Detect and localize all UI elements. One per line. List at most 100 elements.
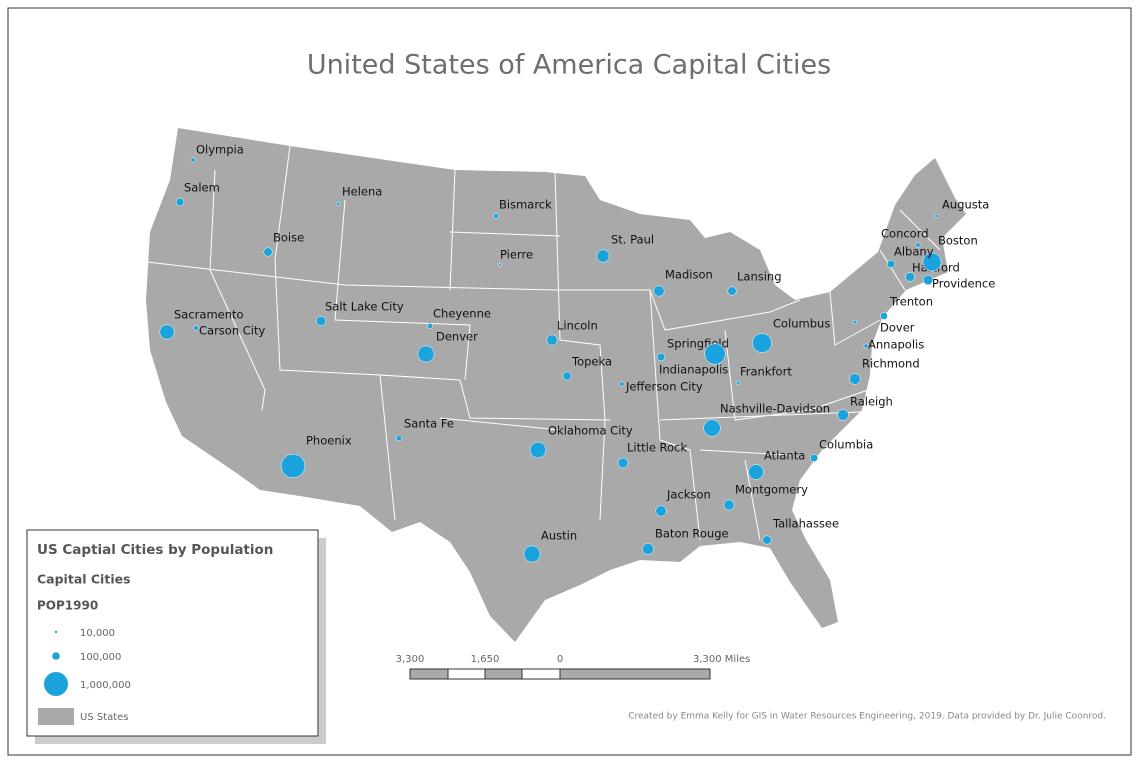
city-label: Baton Rouge (655, 527, 729, 541)
city-dot (617, 457, 629, 469)
city-dot (703, 419, 721, 437)
city-label: Carson City (199, 324, 266, 338)
city-dot (653, 285, 665, 297)
city-dot (280, 453, 306, 479)
us-states (146, 128, 966, 642)
legend: US Captial Cities by Population Capital … (26, 529, 326, 744)
city-label: Oklahoma City (548, 424, 633, 438)
credit: Created by Emma Kelly for GIS in Water R… (628, 712, 1106, 722)
city-dot (880, 312, 888, 320)
city-dot (837, 409, 849, 421)
city-dot (905, 272, 915, 282)
city-label: Albany (894, 245, 934, 259)
legend-title: US Captial Cities by Population (37, 542, 273, 558)
city-dot (723, 499, 735, 511)
city-dot (193, 325, 199, 331)
city-label: Tallahassee (772, 517, 839, 531)
city-dot (915, 242, 921, 248)
city-dot (159, 324, 175, 340)
legend-dot (54, 630, 58, 634)
city-dot (642, 543, 654, 555)
city-dot (427, 323, 433, 329)
city-label: Indianapolis (659, 363, 728, 377)
scale-label: 3,300 Miles (693, 654, 750, 665)
city-label: Pierre (500, 248, 533, 262)
city-label: Olympia (196, 143, 244, 157)
city-dot (704, 343, 726, 365)
city-label: Jackson (666, 488, 711, 502)
city-dot (852, 319, 858, 325)
city-label: Helena (342, 185, 382, 199)
city-dot (619, 381, 625, 387)
city-label: Columbus (773, 317, 830, 331)
city-dot (498, 263, 502, 267)
city-dot (922, 274, 934, 286)
city-label: Little Rock (627, 441, 687, 455)
city-dot (529, 441, 547, 459)
city-dot (762, 535, 772, 545)
city-label: Boston (938, 234, 978, 248)
city-label: Dover (880, 321, 915, 335)
city-dot (863, 343, 869, 349)
city-label: Lansing (737, 270, 782, 284)
legend-label: 10,000 (80, 628, 115, 639)
city-dot (493, 213, 499, 219)
legend-box (26, 529, 319, 737)
city-label: Sacramento (174, 308, 244, 322)
city-label: Nashville-Davidson (720, 402, 830, 416)
city-label: Bismarck (499, 198, 552, 212)
city-dot (523, 545, 541, 563)
city-dot (175, 197, 185, 207)
legend-dot (44, 672, 68, 696)
city-label: Annapolis (868, 338, 924, 352)
city-dot (727, 286, 737, 296)
scale-segment (521, 668, 561, 680)
city-label: Montgomery (735, 483, 808, 497)
city-dot (809, 453, 819, 463)
city-dot (922, 252, 942, 272)
city-dot (656, 352, 666, 362)
city-dot (190, 157, 196, 163)
city-dot (395, 434, 403, 442)
city-dot (417, 345, 435, 363)
city-label: Salem (184, 181, 220, 195)
city-dot (752, 333, 772, 353)
city-label: Madison (665, 268, 713, 282)
city-label: Raleigh (850, 395, 893, 409)
map-title: United States of America Capital Cities (307, 50, 831, 81)
city-label: Columbia (819, 438, 873, 452)
city-label: Denver (436, 330, 478, 344)
city-label: Augusta (942, 198, 989, 212)
city-label: Phoenix (306, 434, 352, 448)
city-label: Austin (541, 529, 577, 543)
city-dot (263, 247, 273, 257)
city-label: Concord (881, 227, 929, 241)
city-label: St. Paul (611, 233, 654, 247)
city-label: Trenton (889, 295, 933, 309)
city-dot (562, 371, 572, 381)
scale-bar: 3,300 1,650 0 3,300 Miles (396, 654, 750, 680)
cities: Olympia Salem Boise Helena Bismarck Pierre St.… (159, 143, 995, 563)
legend-label: 100,000 (80, 652, 121, 663)
city-label: Boise (273, 231, 304, 245)
city-label: Providence (932, 277, 995, 291)
scale-segment (447, 668, 486, 680)
city-label: Cheyenne (433, 307, 491, 321)
scale-label: 0 (557, 654, 563, 665)
scale-label: 1,650 (471, 654, 500, 665)
city-label: Topeka (571, 355, 612, 369)
city-dot (886, 259, 896, 269)
city-label: Santa Fe (404, 417, 454, 431)
legend-subtitle: Capital Cities (37, 572, 131, 587)
city-dot (655, 505, 667, 517)
city-dot (735, 380, 741, 386)
city-label: Richmond (862, 357, 920, 371)
legend-field: POP1990 (37, 599, 98, 613)
city-dot (315, 315, 327, 327)
city-dot (546, 334, 558, 346)
legend-label: US States (80, 712, 129, 723)
scale-label: 3,300 (396, 654, 425, 665)
city-label: Jefferson City (625, 380, 703, 394)
city-dot (335, 201, 341, 207)
